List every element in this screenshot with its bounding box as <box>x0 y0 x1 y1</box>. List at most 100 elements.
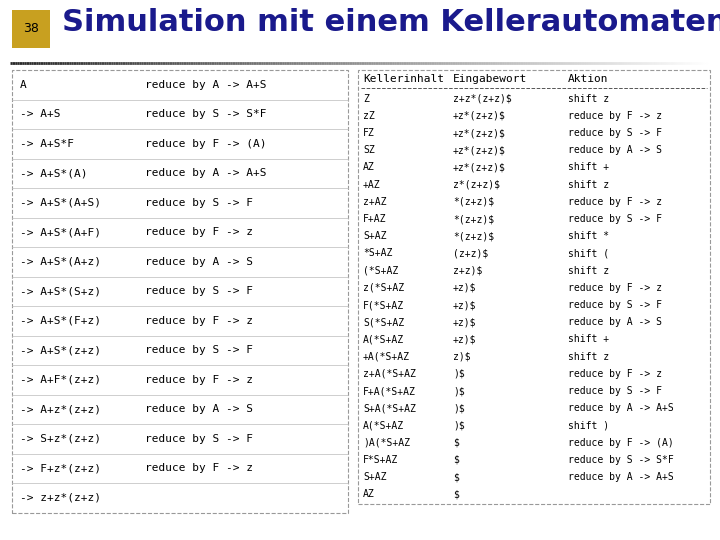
Text: AZ: AZ <box>363 489 374 499</box>
Text: F*S+AZ: F*S+AZ <box>363 455 398 465</box>
Text: F+A(*S+AZ: F+A(*S+AZ <box>363 386 416 396</box>
Text: +z)$: +z)$ <box>453 317 477 327</box>
Text: -> z+z*(z+z): -> z+z*(z+z) <box>20 492 101 503</box>
Text: z+z)$: z+z)$ <box>453 266 482 275</box>
Text: $: $ <box>453 489 459 499</box>
Text: $: $ <box>453 437 459 448</box>
Text: reduce by A -> A+S: reduce by A -> A+S <box>145 168 266 178</box>
Text: reduce by S -> F: reduce by S -> F <box>568 214 662 224</box>
Text: -> A+S*(A+S): -> A+S*(A+S) <box>20 198 101 208</box>
Text: reduce by F -> z: reduce by F -> z <box>568 197 662 207</box>
Text: -> A+S*(A+F): -> A+S*(A+F) <box>20 227 101 237</box>
Text: -> S+z*(z+z): -> S+z*(z+z) <box>20 434 101 444</box>
Text: +AZ: +AZ <box>363 180 381 190</box>
Text: shift *: shift * <box>568 231 609 241</box>
Text: )A(*S+AZ: )A(*S+AZ <box>363 437 410 448</box>
Text: S+A(*S+AZ: S+A(*S+AZ <box>363 403 416 413</box>
Text: )$: )$ <box>453 403 464 413</box>
Text: z*(z+z)$: z*(z+z)$ <box>453 180 500 190</box>
Text: shift (: shift ( <box>568 248 609 259</box>
Text: +z*(z+z)$: +z*(z+z)$ <box>453 145 506 155</box>
Text: S(*S+AZ: S(*S+AZ <box>363 317 404 327</box>
Text: )$: )$ <box>453 369 464 379</box>
Text: reduce by A -> A+S: reduce by A -> A+S <box>568 472 674 482</box>
Text: )$: )$ <box>453 386 464 396</box>
Text: reduce by S -> F: reduce by S -> F <box>145 434 253 444</box>
Bar <box>12 70 348 512</box>
Text: *(z+z)$: *(z+z)$ <box>453 197 494 207</box>
Text: reduce by S -> F: reduce by S -> F <box>145 286 253 296</box>
Text: -> A+S*(z+z): -> A+S*(z+z) <box>20 345 101 355</box>
Text: reduce by F -> z: reduce by F -> z <box>145 227 253 237</box>
Text: shift z: shift z <box>568 93 609 104</box>
Text: reduce by F -> z: reduce by F -> z <box>568 369 662 379</box>
Text: reduce by S -> S*F: reduce by S -> S*F <box>145 109 266 119</box>
Text: S+AZ: S+AZ <box>363 231 387 241</box>
Text: reduce by A -> A+S: reduce by A -> A+S <box>145 80 266 90</box>
Text: $: $ <box>453 455 459 465</box>
Text: z+A(*S+AZ: z+A(*S+AZ <box>363 369 416 379</box>
Text: shift z: shift z <box>568 266 609 275</box>
Text: *(z+z)$: *(z+z)$ <box>453 214 494 224</box>
Text: shift +: shift + <box>568 334 609 345</box>
Text: reduce by S -> F: reduce by S -> F <box>145 198 253 208</box>
Text: reduce by A -> S: reduce by A -> S <box>568 317 662 327</box>
Text: -> A+S*(A): -> A+S*(A) <box>20 168 88 178</box>
Text: zZ: zZ <box>363 111 374 121</box>
Text: +z*(z+z)$: +z*(z+z)$ <box>453 163 506 172</box>
Text: F(*S+AZ: F(*S+AZ <box>363 300 404 310</box>
Text: reduce by A -> S: reduce by A -> S <box>145 404 253 414</box>
Text: -> F+z*(z+z): -> F+z*(z+z) <box>20 463 101 473</box>
Text: S+AZ: S+AZ <box>363 472 387 482</box>
Text: (z+z)$: (z+z)$ <box>453 248 488 259</box>
Text: Simulation mit einem Kellerautomaten: Simulation mit einem Kellerautomaten <box>62 8 720 37</box>
Text: z+z*(z+z)$: z+z*(z+z)$ <box>453 93 512 104</box>
Bar <box>358 70 710 504</box>
Text: -> A+z*(z+z): -> A+z*(z+z) <box>20 404 101 414</box>
Text: reduce by A -> A+S: reduce by A -> A+S <box>568 403 674 413</box>
Text: +A(*S+AZ: +A(*S+AZ <box>363 352 410 362</box>
Bar <box>12 10 50 48</box>
Text: reduce by F -> z: reduce by F -> z <box>145 375 253 384</box>
Text: Aktion: Aktion <box>568 73 608 84</box>
Text: shift +: shift + <box>568 163 609 172</box>
Text: z)$: z)$ <box>453 352 471 362</box>
Text: reduce by A -> S: reduce by A -> S <box>145 256 253 267</box>
Text: reduce by S -> F: reduce by S -> F <box>568 300 662 310</box>
Text: A: A <box>20 80 27 90</box>
Text: (*S+AZ: (*S+AZ <box>363 266 398 275</box>
Text: +z*(z+z)$: +z*(z+z)$ <box>453 111 506 121</box>
Text: -> A+S*(F+z): -> A+S*(F+z) <box>20 316 101 326</box>
Text: z+AZ: z+AZ <box>363 197 387 207</box>
Text: z(*S+AZ: z(*S+AZ <box>363 283 404 293</box>
Text: reduce by F -> z: reduce by F -> z <box>145 463 253 473</box>
Text: Kellerinhalt: Kellerinhalt <box>363 73 444 84</box>
Text: Z: Z <box>363 93 369 104</box>
Text: shift z: shift z <box>568 352 609 362</box>
Text: reduce by F -> (A): reduce by F -> (A) <box>568 437 674 448</box>
Text: reduce by S -> F: reduce by S -> F <box>568 128 662 138</box>
Text: -> A+F*(z+z): -> A+F*(z+z) <box>20 375 101 384</box>
Text: +z*(z+z)$: +z*(z+z)$ <box>453 128 506 138</box>
Text: reduce by S -> S*F: reduce by S -> S*F <box>568 455 674 465</box>
Text: -> A+S*F: -> A+S*F <box>20 139 74 148</box>
Text: $: $ <box>453 472 459 482</box>
Text: *(z+z)$: *(z+z)$ <box>453 231 494 241</box>
Text: A(*S+AZ: A(*S+AZ <box>363 334 404 345</box>
Text: -> A+S: -> A+S <box>20 109 60 119</box>
Text: +z)$: +z)$ <box>453 283 477 293</box>
Text: AZ: AZ <box>363 163 374 172</box>
Text: A(*S+AZ: A(*S+AZ <box>363 421 404 430</box>
Text: *S+AZ: *S+AZ <box>363 248 392 259</box>
Text: shift ): shift ) <box>568 421 609 430</box>
Text: +z)$: +z)$ <box>453 300 477 310</box>
Text: FZ: FZ <box>363 128 374 138</box>
Text: 38: 38 <box>23 23 39 36</box>
Text: F+AZ: F+AZ <box>363 214 387 224</box>
Text: reduce by F -> z: reduce by F -> z <box>145 316 253 326</box>
Text: reduce by S -> F: reduce by S -> F <box>568 386 662 396</box>
Text: +z)$: +z)$ <box>453 334 477 345</box>
Text: reduce by S -> F: reduce by S -> F <box>145 345 253 355</box>
Text: reduce by A -> S: reduce by A -> S <box>568 145 662 155</box>
Text: SZ: SZ <box>363 145 374 155</box>
